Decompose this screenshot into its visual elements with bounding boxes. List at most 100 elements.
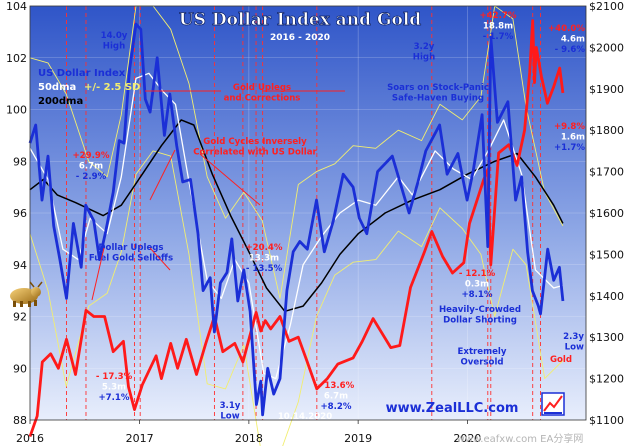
annotation-line: 13.3m: [249, 254, 279, 264]
annotation-19: Gold: [550, 355, 572, 365]
y-left-tick-label: 96: [13, 207, 27, 220]
annotation-line: +42.7%: [479, 11, 516, 21]
annotation-line: Dollar Shorting: [443, 316, 517, 326]
y-axis-right-ticks: $1100 $1200 $1300 $1400 $1500 $1600 $1700 $1800…: [589, 0, 624, 427]
annotation-arrow: [91, 247, 105, 301]
annotation-line: Gold Uplegs: [233, 83, 291, 93]
annotation-line: and Corrections: [224, 94, 301, 104]
annotation-line: 3.1y: [220, 401, 241, 411]
annotation-line: - 2.9%: [76, 172, 107, 182]
y-left-tick-label: 90: [13, 362, 27, 375]
x-tick-label: 2017: [126, 432, 154, 445]
annotation-line: - 12.1%: [459, 269, 496, 279]
x-tick-label: 2016: [16, 432, 44, 445]
series-line-200dma: [29, 119, 564, 313]
annotation-12: +42.7%18.8m- 1.7%: [479, 11, 516, 42]
y-right-tick-label: $1200: [589, 373, 624, 386]
annotation-line: Low: [220, 412, 239, 422]
annotation-line: 6.7m: [79, 162, 103, 172]
annotation-8: - 13.6%6.7m+8.2%: [318, 381, 355, 412]
annotation-line: Soars on Stock-Panic: [387, 83, 489, 93]
chart-title: US Dollar Index and Gold: [179, 10, 421, 30]
y-left-tick-label: 92: [13, 311, 27, 324]
annotation-line: Dollar Uplegs: [98, 243, 163, 253]
annotation-line: 0.3m: [465, 280, 489, 290]
legend: US Dollar Index 50dma +/- 2.5 SD 200dma: [38, 68, 140, 107]
annotation-6: +20.4%13.3m- 13.5%: [245, 243, 282, 274]
y-right-tick-label: $1900: [589, 83, 624, 96]
annotation-line: - 13.5%: [246, 264, 283, 274]
plot-frame: [29, 5, 587, 421]
annotation-14: +9.8%1.6m+1.7%: [554, 122, 585, 153]
y-right-tick-label: $1800: [589, 124, 624, 137]
x-tick-label: 2020: [453, 432, 481, 445]
annotation-line: 10.14.2020: [278, 412, 332, 422]
y-axis-left-ticks: 88 90 92 94 96 98 100 102 104: [6, 0, 27, 427]
legend-200dma: 200dma: [38, 96, 83, 107]
footer-watermark: www.eafxw.com EA分享网: [457, 432, 584, 445]
x-tick-label: 2019: [344, 432, 372, 445]
annotation-line: Heavily-Crowded: [439, 305, 521, 315]
annotation-13: +40.0%4.6m- 9.6%: [548, 24, 585, 55]
annotation-line: +8.1%: [461, 290, 492, 300]
annotation-15: - 12.1%0.3m+8.1%: [459, 269, 496, 300]
y-left-tick-label: 104: [6, 0, 27, 13]
series-line-2-5-sd-lower: [29, 150, 564, 446]
y-right-tick-label: $1400: [589, 290, 624, 303]
y-right-tick-label: $1300: [589, 331, 624, 344]
annotation-line: Extremely: [458, 347, 507, 357]
annotation-line: Correlated with US Dollar: [193, 148, 317, 158]
annotation-line: 18.8m: [483, 22, 513, 32]
annotation-arrow: [149, 247, 171, 271]
y-right-tick-label: $1700: [589, 166, 624, 179]
watermark-zealllc: www.ZealLLC.com: [386, 401, 519, 416]
zeal-logo-icon: [541, 392, 565, 416]
series-group: [28, 5, 565, 446]
annotation-line: 1.6m: [561, 133, 585, 143]
annotation-line: 2.3y: [563, 332, 584, 342]
annotation-line: Safe-Haven Buying: [392, 94, 484, 104]
bull-icon: [10, 281, 43, 307]
y-right-tick-label: $1100: [589, 414, 624, 427]
annotation-line: 5.3m: [102, 383, 126, 393]
annotation-line: +7.1%: [98, 393, 129, 403]
y-left-tick-label: 88: [13, 414, 27, 427]
annotation-line: +9.8%: [554, 122, 585, 132]
x-axis-ticks: 2016 2017 2018 2019 2020: [16, 420, 481, 445]
y-right-tick-label: $1500: [589, 248, 624, 261]
annotation-9: 10.14.2020: [278, 412, 332, 422]
annotation-line: 3.2y: [414, 42, 435, 52]
annotation-line: Fuel Gold Selloffs: [89, 254, 173, 264]
y-left-tick-label: 102: [6, 52, 27, 65]
y-left-tick-label: 98: [13, 155, 27, 168]
annotation-line: High: [413, 53, 435, 63]
annotation-arrow: [199, 153, 261, 206]
chart-subtitle: 2016 - 2020: [270, 33, 330, 43]
series-line-2-5-sd-upper: [29, 5, 564, 299]
annotation-5: - 17.3%5.3m+7.1%: [96, 372, 133, 403]
annotation-line: +40.0%: [548, 24, 585, 34]
annotation-line: +29.9%: [72, 151, 109, 161]
legend-50dma: 50dma: [38, 82, 76, 93]
annotation-3: +29.9%6.7m- 2.9%: [72, 151, 109, 182]
y-left-tick-label: 100: [6, 104, 27, 117]
x-tick-label: 2018: [235, 432, 263, 445]
y-right-tick-label: $2000: [589, 41, 624, 54]
legend-sd: +/- 2.5 SD: [84, 82, 140, 93]
annotation-line: - 13.6%: [318, 381, 355, 391]
y-right-tick-label: $1600: [589, 207, 624, 220]
legend-usdx: US Dollar Index: [38, 68, 126, 79]
annotation-line: - 9.6%: [555, 45, 586, 55]
annotation-line: +20.4%: [245, 243, 282, 253]
annotation-line: High: [103, 42, 125, 52]
